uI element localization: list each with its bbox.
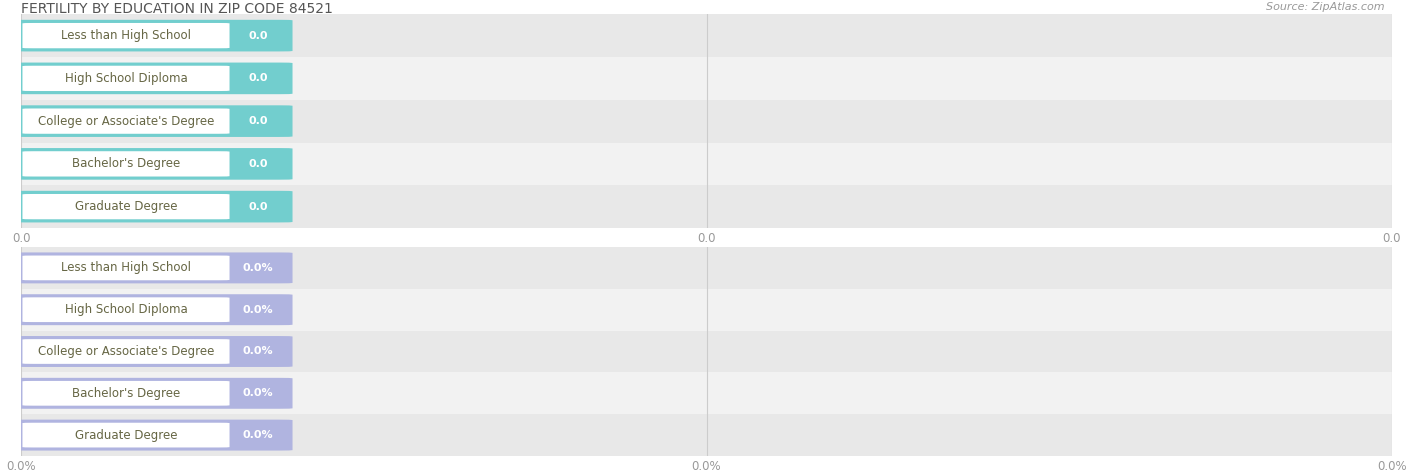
Text: 0.0%: 0.0%: [243, 263, 274, 273]
FancyBboxPatch shape: [11, 191, 292, 222]
Bar: [21, 14, 1392, 57]
Bar: [21, 289, 1392, 331]
FancyBboxPatch shape: [22, 297, 229, 322]
Text: 0.0: 0.0: [249, 30, 269, 41]
Text: High School Diploma: High School Diploma: [65, 303, 187, 316]
Bar: [21, 372, 1392, 414]
FancyBboxPatch shape: [22, 339, 229, 364]
Text: 0.0: 0.0: [249, 159, 269, 169]
FancyBboxPatch shape: [22, 23, 229, 48]
Text: 0.0: 0.0: [249, 73, 269, 84]
FancyBboxPatch shape: [22, 66, 229, 91]
Bar: [21, 185, 1392, 228]
Text: Graduate Degree: Graduate Degree: [75, 428, 177, 442]
FancyBboxPatch shape: [22, 256, 229, 280]
FancyBboxPatch shape: [11, 105, 292, 137]
Text: 0.0%: 0.0%: [243, 304, 274, 315]
Bar: [21, 142, 1392, 185]
Bar: [21, 331, 1392, 372]
Text: Bachelor's Degree: Bachelor's Degree: [72, 157, 180, 171]
Text: 0.0%: 0.0%: [243, 430, 274, 440]
Bar: [21, 57, 1392, 100]
FancyBboxPatch shape: [11, 148, 292, 180]
Bar: [21, 414, 1392, 456]
Text: 0.0%: 0.0%: [243, 346, 274, 357]
Text: Graduate Degree: Graduate Degree: [75, 200, 177, 213]
FancyBboxPatch shape: [11, 336, 292, 367]
Text: High School Diploma: High School Diploma: [65, 72, 187, 85]
FancyBboxPatch shape: [22, 381, 229, 406]
Text: Source: ZipAtlas.com: Source: ZipAtlas.com: [1267, 2, 1385, 12]
FancyBboxPatch shape: [11, 63, 292, 94]
FancyBboxPatch shape: [22, 151, 229, 177]
Text: 0.0: 0.0: [249, 116, 269, 126]
Text: College or Associate's Degree: College or Associate's Degree: [38, 114, 214, 128]
FancyBboxPatch shape: [11, 252, 292, 284]
FancyBboxPatch shape: [11, 294, 292, 325]
Text: 0.0%: 0.0%: [243, 388, 274, 399]
Bar: [21, 247, 1392, 289]
Text: Bachelor's Degree: Bachelor's Degree: [72, 387, 180, 400]
Text: FERTILITY BY EDUCATION IN ZIP CODE 84521: FERTILITY BY EDUCATION IN ZIP CODE 84521: [21, 2, 333, 16]
Text: Less than High School: Less than High School: [60, 29, 191, 42]
Text: College or Associate's Degree: College or Associate's Degree: [38, 345, 214, 358]
FancyBboxPatch shape: [22, 423, 229, 447]
FancyBboxPatch shape: [22, 108, 229, 134]
Bar: [21, 100, 1392, 142]
FancyBboxPatch shape: [11, 378, 292, 409]
FancyBboxPatch shape: [22, 194, 229, 219]
Text: 0.0: 0.0: [249, 201, 269, 212]
FancyBboxPatch shape: [11, 419, 292, 451]
FancyBboxPatch shape: [11, 20, 292, 51]
Text: Less than High School: Less than High School: [60, 261, 191, 275]
